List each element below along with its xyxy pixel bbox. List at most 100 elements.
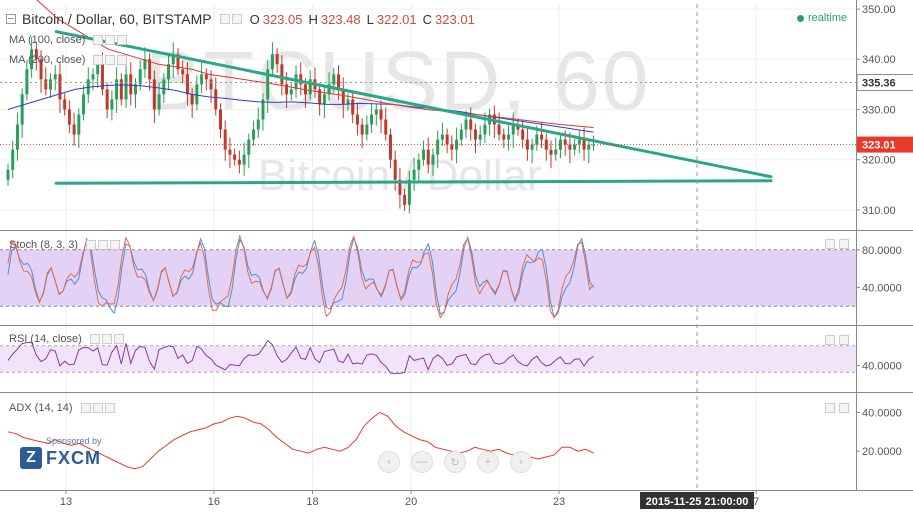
ma200-legend[interactable]: MA (200, close) xyxy=(9,54,135,66)
collapse-icon[interactable] xyxy=(6,14,16,24)
last-price-label: 323.01 xyxy=(862,140,896,152)
candle-body xyxy=(459,129,463,140)
candle-body xyxy=(195,84,199,105)
candle-body xyxy=(370,114,374,125)
candle-body xyxy=(440,134,444,140)
candle-body xyxy=(119,79,123,100)
navigation-bar: ‹ — ↻ + › xyxy=(378,451,543,473)
settings-icon[interactable] xyxy=(105,55,116,65)
candle-body xyxy=(327,84,331,95)
candle-body xyxy=(124,74,128,100)
price-tick-label: 320.00 xyxy=(862,155,896,167)
pane-close-icon[interactable] xyxy=(839,239,849,249)
scroll-right-icon[interactable]: › xyxy=(510,451,532,473)
pane-up-icon[interactable] xyxy=(825,335,835,345)
candle-body xyxy=(214,89,218,110)
close-label: C xyxy=(422,11,433,27)
settings-icon[interactable] xyxy=(231,14,242,24)
sponsor-label: Sponsored by xyxy=(46,436,102,446)
candle-body xyxy=(379,109,383,120)
candle-body xyxy=(483,124,487,135)
sponsor-logo[interactable]: Sponsored by Z FXCM xyxy=(20,436,102,469)
pane-close-icon[interactable] xyxy=(839,335,849,345)
scroll-left-icon[interactable]: ‹ xyxy=(378,451,400,473)
candle-body xyxy=(44,79,48,90)
stoch-band xyxy=(0,249,856,307)
candle-body xyxy=(388,134,392,160)
time-tick-label: 20 xyxy=(405,496,417,508)
candle-body xyxy=(72,124,76,135)
eye-icon[interactable] xyxy=(93,35,104,45)
candle-body xyxy=(469,119,473,130)
candle-body xyxy=(96,64,100,75)
candle-body xyxy=(535,134,539,145)
stoch-legend[interactable]: Stoch (8, 3, 3) xyxy=(9,239,128,251)
candle-body xyxy=(171,54,175,65)
rsi-legend[interactable]: RSI (14, close) xyxy=(9,333,132,345)
stoch-k-line xyxy=(7,235,594,319)
pane-close-icon[interactable] xyxy=(839,403,849,413)
candle-body xyxy=(450,144,454,150)
zoom-in-icon[interactable]: + xyxy=(477,451,499,473)
candle-body xyxy=(6,169,10,180)
candle-body xyxy=(445,134,449,145)
candle-body xyxy=(398,179,402,195)
candle-body xyxy=(592,144,596,146)
candle-body xyxy=(530,144,534,150)
candle-body xyxy=(67,109,71,125)
candle-body xyxy=(223,129,227,150)
ma100-legend[interactable]: MA (100, close) xyxy=(9,34,135,46)
open-value: 323.05 xyxy=(262,11,303,27)
settings-icon[interactable] xyxy=(105,35,116,45)
reset-icon[interactable]: ↻ xyxy=(444,451,466,473)
stoch-d-line xyxy=(7,234,594,319)
candle-body xyxy=(582,139,586,150)
close-icon[interactable] xyxy=(104,403,115,413)
settings-icon[interactable] xyxy=(101,334,112,344)
watermark-symbol: BTCUSD, 60 xyxy=(145,34,650,128)
price-tick-label: 330.00 xyxy=(862,104,896,116)
settings-icon[interactable] xyxy=(98,240,109,250)
eye-icon[interactable] xyxy=(93,55,104,65)
candle-body xyxy=(167,64,171,80)
candle-body xyxy=(332,74,336,85)
pane-up-icon[interactable] xyxy=(825,239,835,249)
close-icon[interactable] xyxy=(117,55,128,65)
candle-body xyxy=(384,119,388,135)
candle-body xyxy=(242,154,246,165)
eye-icon[interactable] xyxy=(89,334,100,344)
high-value: 323.48 xyxy=(320,11,361,27)
ma100-label: MA (100, close) xyxy=(9,34,86,46)
candle-body xyxy=(48,79,52,90)
time-tick-label: 7 xyxy=(753,496,759,508)
candle-body xyxy=(502,134,506,140)
candle-body xyxy=(115,79,119,100)
candle-body xyxy=(412,169,416,180)
eye-icon[interactable] xyxy=(80,403,91,413)
candle-body xyxy=(204,74,208,80)
zoom-out-icon[interactable]: — xyxy=(411,451,433,473)
eye-icon[interactable] xyxy=(86,240,97,250)
pane-up-icon[interactable] xyxy=(825,403,835,413)
last-price-tag xyxy=(857,136,913,153)
marked-level-label: 335.36 xyxy=(862,78,896,90)
trendline xyxy=(54,30,773,179)
candle-body xyxy=(233,154,237,160)
candle-body xyxy=(525,139,529,150)
candle-body xyxy=(138,69,142,85)
candle-body xyxy=(190,94,194,105)
candle-body xyxy=(417,159,421,170)
settings-icon[interactable] xyxy=(92,403,103,413)
candle-body xyxy=(82,94,86,115)
candle-body xyxy=(577,139,581,145)
eye-icon[interactable] xyxy=(219,14,230,24)
close-icon[interactable] xyxy=(110,240,121,250)
close-icon[interactable] xyxy=(113,334,124,344)
candle-body xyxy=(464,119,468,130)
close-icon[interactable] xyxy=(117,35,128,45)
candle-body xyxy=(270,54,274,70)
adx-legend[interactable]: ADX (14, 14) xyxy=(9,402,123,414)
candle-body xyxy=(11,149,15,170)
candle-body xyxy=(53,74,57,80)
